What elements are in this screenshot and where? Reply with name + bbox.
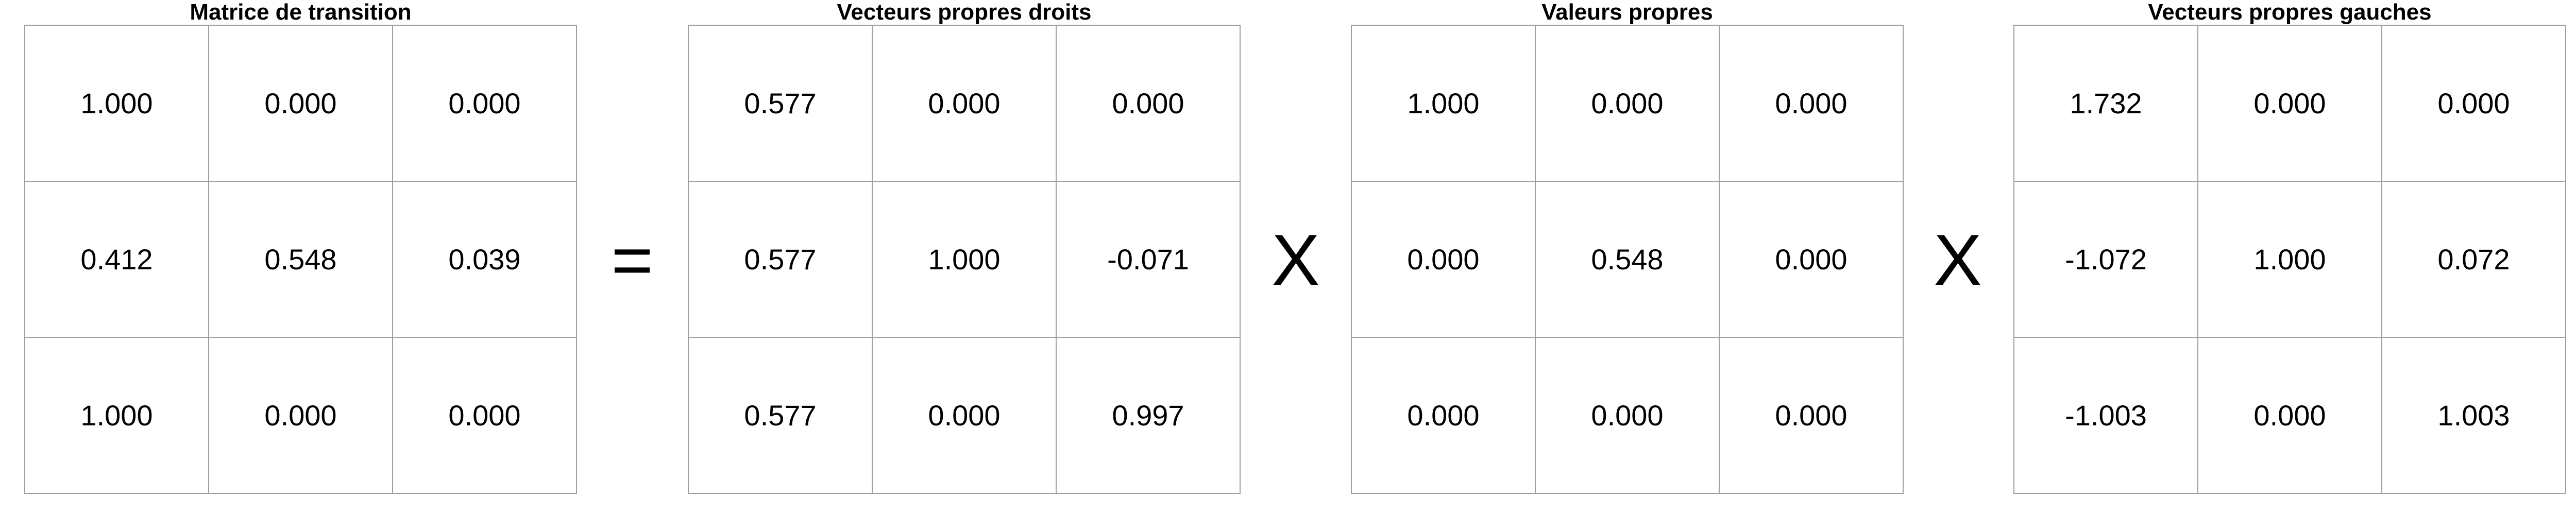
matrix-cell: 1.000	[24, 337, 209, 494]
matrix-row: 1.732 0.000 0.000	[2013, 25, 2566, 182]
matrix-cell: 0.000	[2381, 25, 2566, 182]
matrix-row: 0.412 0.548 0.039	[24, 181, 577, 338]
matrix-cell: 0.000	[208, 337, 393, 494]
eigenvalues-title: Valeurs propres	[1541, 0, 1713, 25]
matrix-row: 1.000 0.000 0.000	[24, 337, 577, 494]
multiply-operator: X	[1934, 219, 1982, 300]
matrix-cell: 1.000	[1351, 25, 1536, 182]
matrix-cell: 0.000	[1056, 25, 1241, 182]
matrix-cell: 0.000	[208, 25, 393, 182]
matrix-cell: 1.003	[2381, 337, 2566, 494]
matrix-cell: 0.000	[1535, 337, 1720, 494]
matrix-cell: 0.997	[1056, 337, 1241, 494]
matrix-cell: 0.000	[872, 337, 1057, 494]
left-eigenvectors-grid: 1.732 0.000 0.000 -1.072 1.000 0.072 -1.…	[2013, 25, 2566, 494]
right-eigenvectors-title: Vecteurs propres droits	[837, 0, 1092, 25]
multiply-operator: X	[1272, 219, 1320, 300]
matrix-cell: 0.000	[1719, 25, 1904, 182]
matrix-cell: 0.000	[392, 25, 577, 182]
matrix-row: 0.000 0.000 0.000	[1351, 337, 1904, 494]
matrix-cell: 0.000	[1719, 337, 1904, 494]
matrix-row: 0.577 1.000 -0.071	[688, 181, 1241, 338]
matrix-cell: 0.548	[1535, 181, 1720, 338]
matrix-cell: 0.000	[1351, 337, 1536, 494]
matrix-cell: -1.003	[2013, 337, 2198, 494]
matrix-row: 1.000 0.000 0.000	[24, 25, 577, 182]
matrix-row: -1.003 0.000 1.003	[2013, 337, 2566, 494]
transition-matrix-title: Matrice de transition	[190, 0, 412, 25]
matrix-row: -1.072 1.000 0.072	[2013, 181, 2566, 338]
matrix-cell: 0.000	[2197, 25, 2382, 182]
matrix-cell: 0.548	[208, 181, 393, 338]
matrix-cell: 1.000	[872, 181, 1057, 338]
matrix-row: 0.577 0.000 0.000	[688, 25, 1241, 182]
matrix-cell: 1.732	[2013, 25, 2198, 182]
matrix-cell: 0.000	[1719, 181, 1904, 338]
matrix-cell: 0.000	[1535, 25, 1720, 182]
matrix-cell: 0.412	[24, 181, 209, 338]
matrix-cell: 0.577	[688, 337, 873, 494]
matrix-cell: 1.000	[2197, 181, 2382, 338]
matrix-cell: 0.039	[392, 181, 577, 338]
matrix-cell: -1.072	[2013, 181, 2198, 338]
transition-matrix-grid: 1.000 0.000 0.000 0.412 0.548 0.039 1.00…	[24, 25, 577, 494]
matrix-row: 1.000 0.000 0.000	[1351, 25, 1904, 182]
matrix-cell: 0.000	[872, 25, 1057, 182]
matrix-cell: 0.000	[1351, 181, 1536, 338]
matrix-cell: -0.071	[1056, 181, 1241, 338]
matrix-cell: 0.000	[392, 337, 577, 494]
matrix-cell: 0.072	[2381, 181, 2566, 338]
matrix-cell: 0.577	[688, 25, 873, 182]
eigenvalues-grid: 1.000 0.000 0.000 0.000 0.548 0.000 0.00…	[1351, 25, 1904, 494]
right-eigenvectors-grid: 0.577 0.000 0.000 0.577 1.000 -0.071 0.5…	[688, 25, 1241, 494]
equals-operator: =	[611, 219, 653, 300]
matrix-cell: 0.000	[2197, 337, 2382, 494]
matrix-cell: 1.000	[24, 25, 209, 182]
left-eigenvectors-title: Vecteurs propres gauches	[2148, 0, 2432, 25]
matrix-row: 0.577 0.000 0.997	[688, 337, 1241, 494]
matrix-cell: 0.577	[688, 181, 873, 338]
matrix-row: 0.000 0.548 0.000	[1351, 181, 1904, 338]
